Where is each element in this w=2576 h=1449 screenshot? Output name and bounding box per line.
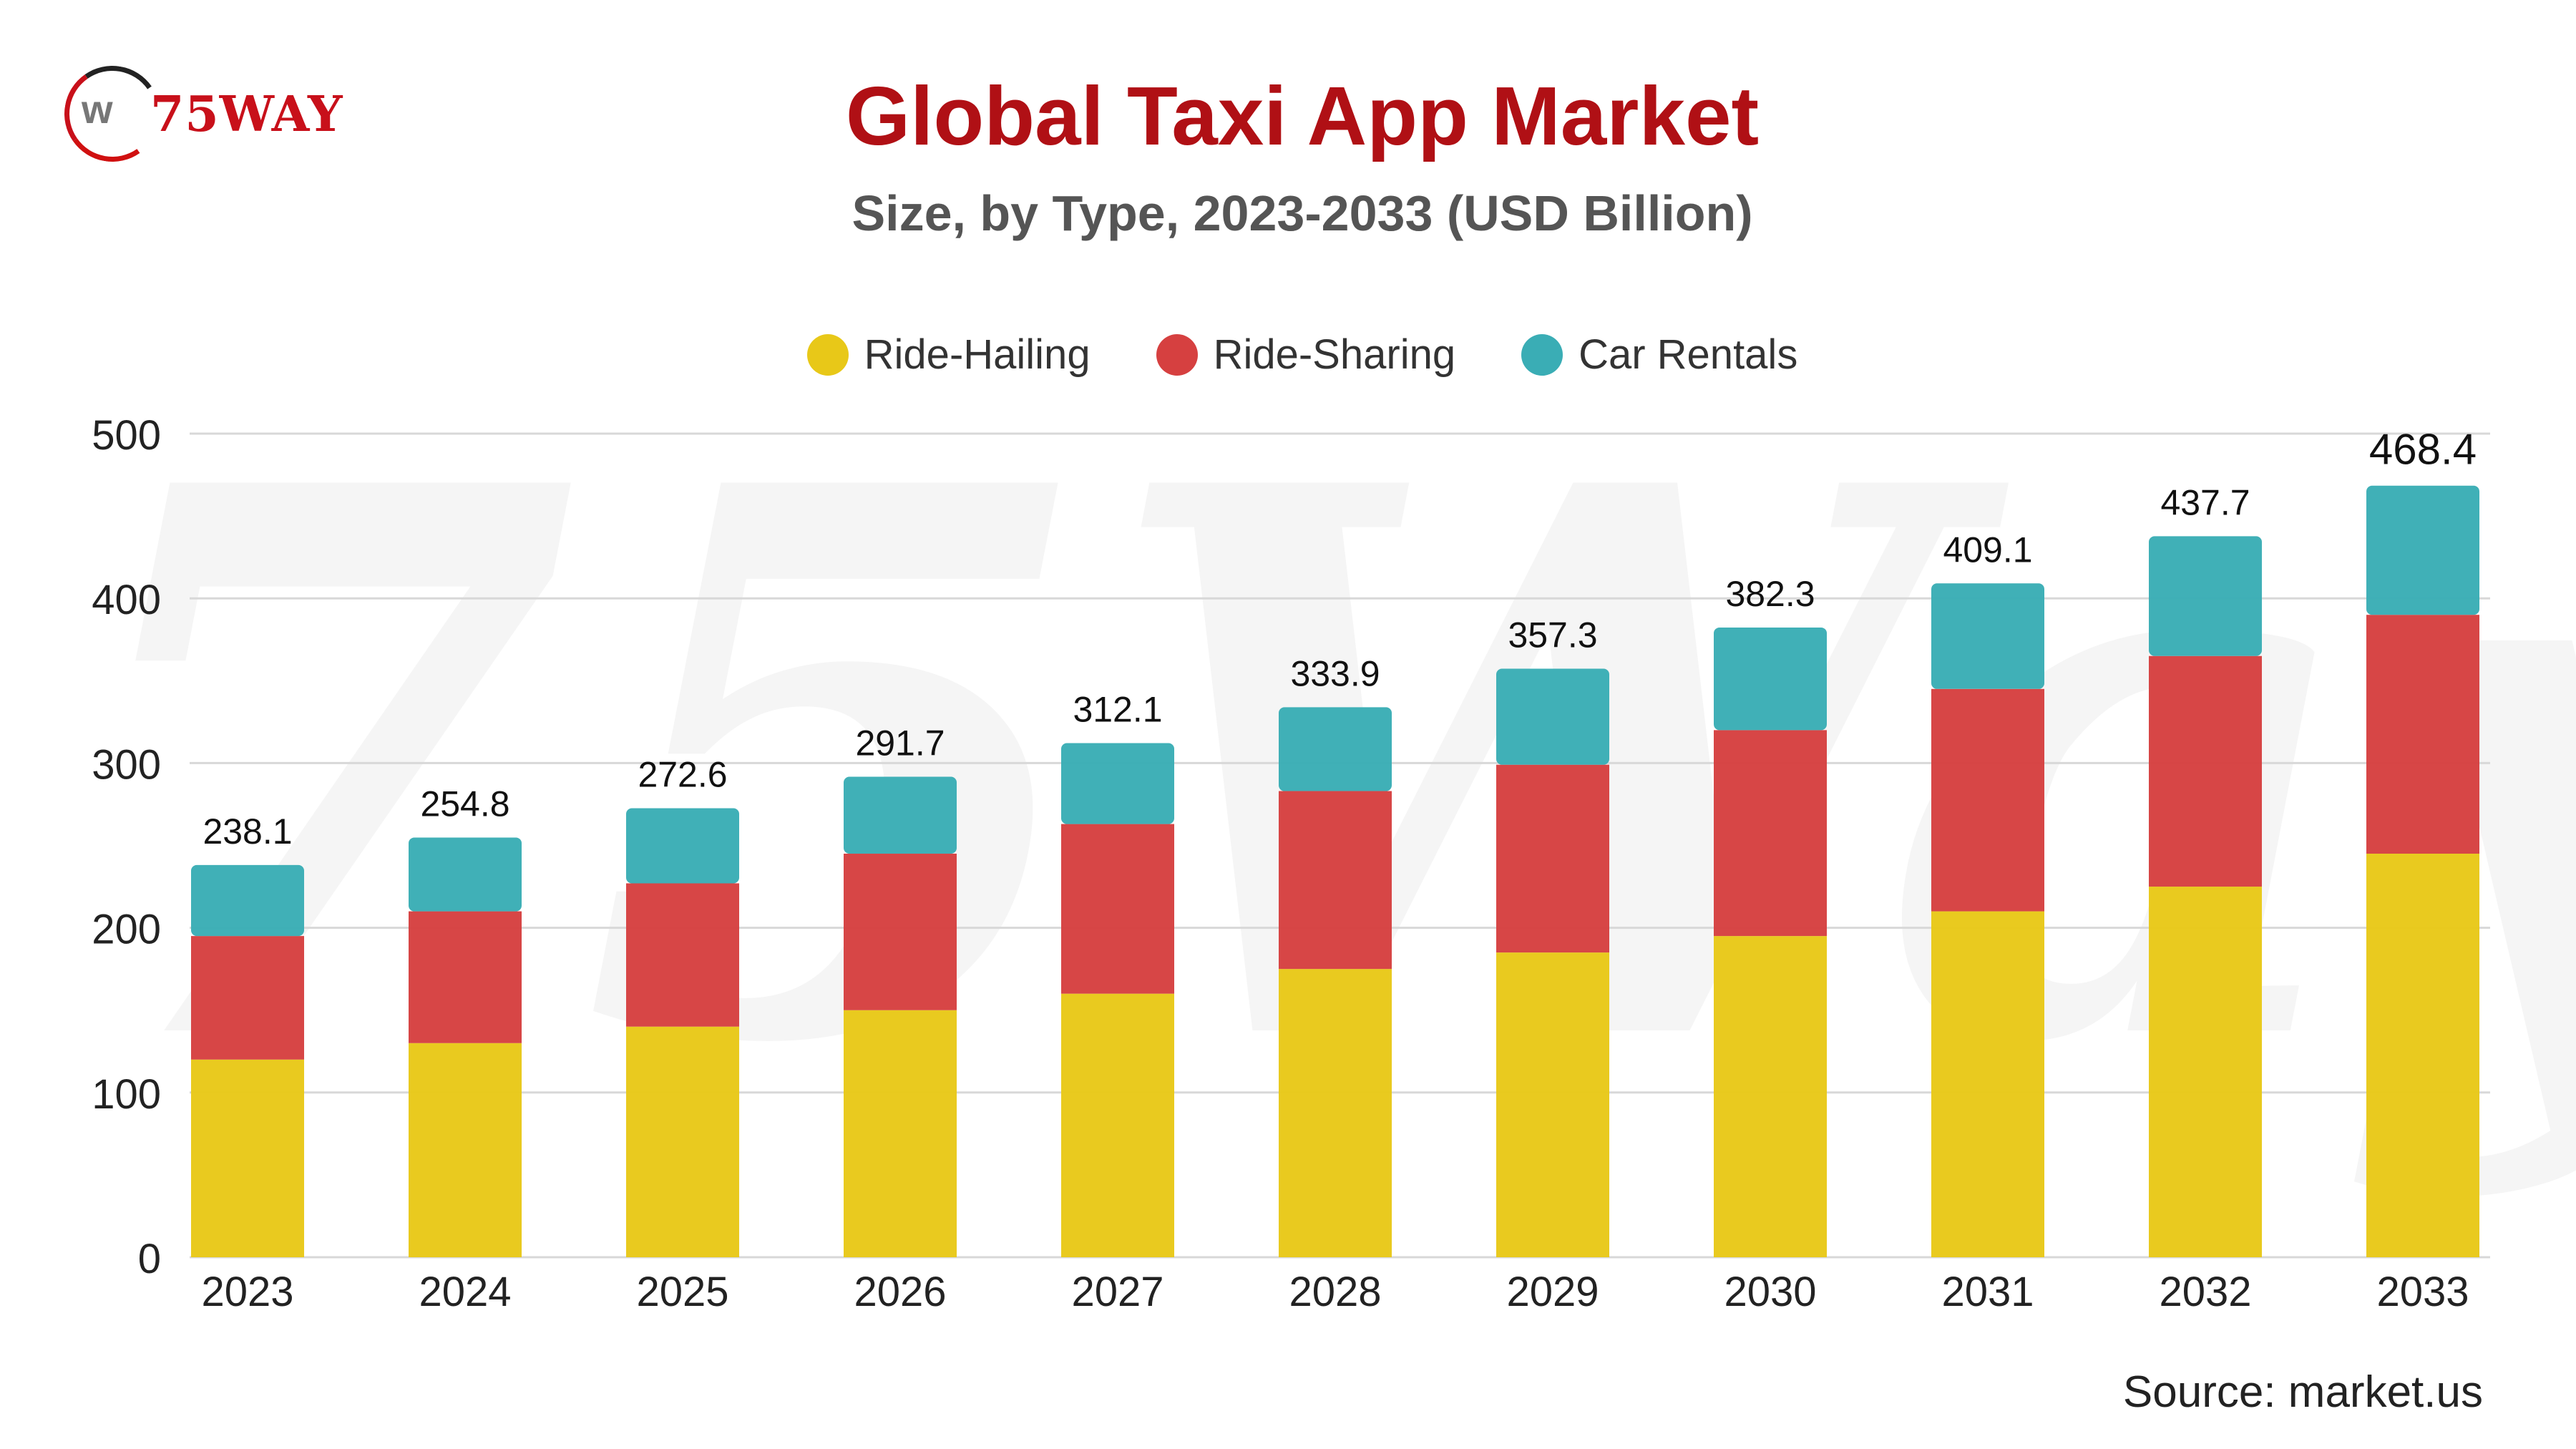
y-tick-label: 200 [92, 907, 161, 953]
bar-segment-car-rentals [409, 837, 522, 912]
total-data-label: 291.7 [855, 723, 945, 763]
legend-dot-icon [1521, 333, 1563, 376]
x-tick-label: 2023 [201, 1269, 293, 1315]
x-tick-label: 2024 [419, 1269, 511, 1315]
chart-subtitle: Size, by Type, 2023-2033 (USD Billion) [852, 185, 1753, 241]
total-data-label: 382.3 [1725, 574, 1815, 614]
legend-dot-icon [806, 333, 849, 376]
bar-segment-ride-hailing [1496, 952, 1609, 1257]
bar-segment-ride-hailing [844, 1010, 957, 1257]
bar-segment-ride-hailing [191, 1059, 304, 1257]
bar-segment-ride-sharing [844, 854, 957, 1010]
x-tick-label: 2030 [1724, 1269, 1816, 1315]
total-data-label: 312.1 [1073, 690, 1162, 730]
bar-segment-ride-sharing [409, 911, 522, 1043]
y-tick-label: 400 [92, 577, 161, 623]
y-tick-label: 100 [92, 1071, 161, 1118]
bar-segment-car-rentals [844, 776, 957, 854]
legend-item-car-rentals: Car Rentals [1521, 331, 1797, 379]
total-data-label: 409.1 [1943, 530, 2032, 570]
bar-segment-car-rentals [1061, 743, 1174, 824]
legend-item-ride-sharing: Ride-Sharing [1156, 331, 1456, 379]
logo-emblem-icon: ᴡ [82, 87, 113, 132]
logo: ᴡ 75WAY [57, 58, 351, 172]
y-tick-label: 0 [138, 1236, 161, 1282]
x-tick-label: 2027 [1071, 1269, 1163, 1315]
bar-segment-ride-sharing [1496, 764, 1609, 953]
x-tick-label: 2025 [636, 1269, 728, 1315]
bar-segment-car-rentals [1279, 707, 1392, 791]
bar-segment-ride-sharing [2366, 615, 2479, 854]
bar-segment-ride-hailing [626, 1026, 739, 1257]
bar-segment-ride-hailing [1279, 969, 1392, 1257]
bar-segment-ride-sharing [191, 936, 304, 1060]
total-data-label: 272.6 [638, 754, 727, 794]
logo-text: 75WAY [150, 86, 343, 143]
bar-segment-car-rentals [1714, 627, 1827, 731]
bar-segment-car-rentals [2149, 536, 2262, 656]
legend-label: Car Rentals [1579, 331, 1798, 378]
total-data-label: 254.8 [420, 784, 509, 824]
bar-segment-car-rentals [626, 808, 739, 884]
bar-segment-ride-sharing [1714, 730, 1827, 937]
x-tick-label: 2026 [854, 1269, 946, 1315]
bar-segment-car-rentals [1496, 668, 1609, 765]
total-data-label: 437.7 [2160, 482, 2250, 522]
x-tick-label: 2029 [1506, 1269, 1599, 1315]
bar-segment-ride-hailing [1714, 936, 1827, 1257]
bar-segment-car-rentals [1931, 583, 2044, 689]
total-data-label: 333.9 [1290, 653, 1380, 693]
legend-dot-icon [1156, 333, 1198, 376]
total-data-label: 468.4 [2369, 426, 2477, 474]
bar-segment-ride-hailing [2366, 854, 2479, 1257]
total-data-label: 357.3 [1508, 615, 1597, 655]
x-tick-label: 2028 [1289, 1269, 1381, 1315]
bar-segment-car-rentals [191, 864, 304, 937]
legend-item-ride-hailing: Ride-Hailing [806, 331, 1091, 379]
bar-segment-ride-sharing [1061, 824, 1174, 994]
chart-title: Global Taxi App Market [845, 69, 1760, 162]
bar-segment-ride-hailing [2149, 887, 2262, 1257]
x-tick-label: 2032 [2159, 1269, 2251, 1315]
legend: Ride-Hailing Ride-Sharing Car Rentals [0, 331, 2576, 379]
legend-label: Ride-Hailing [864, 331, 1091, 378]
y-tick-label: 500 [92, 412, 161, 459]
bar-segment-ride-hailing [409, 1043, 522, 1257]
bar-segment-car-rentals [2366, 485, 2479, 615]
bar-segment-ride-sharing [1279, 791, 1392, 970]
total-data-label: 238.1 [203, 811, 292, 852]
bar-segment-ride-sharing [2149, 655, 2262, 887]
bar-segment-ride-sharing [626, 883, 739, 1027]
x-tick-label: 2031 [1941, 1269, 2034, 1315]
bar-segment-ride-sharing [1931, 688, 2044, 912]
bar-segment-ride-hailing [1061, 993, 1174, 1257]
legend-label: Ride-Sharing [1213, 331, 1456, 378]
bar-segment-ride-hailing [1931, 911, 2044, 1257]
x-tick-label: 2033 [2376, 1269, 2469, 1315]
source-note: Source: market.us [2122, 1367, 2483, 1417]
y-tick-label: 300 [92, 741, 161, 788]
